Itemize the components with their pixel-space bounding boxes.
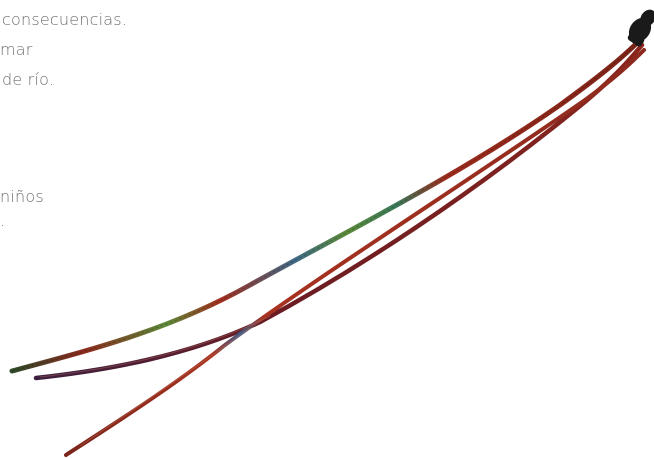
text-line: mar	[0, 40, 33, 59]
text-line: de río.	[2, 70, 55, 89]
text-line: .	[0, 211, 6, 230]
text-line: niños	[0, 187, 44, 206]
strand-multicolor	[9, 37, 643, 374]
text-line: consecuencias.	[2, 10, 128, 29]
strand-red	[64, 48, 646, 457]
clasp-knot	[627, 9, 654, 47]
strand-dark	[33, 42, 645, 381]
